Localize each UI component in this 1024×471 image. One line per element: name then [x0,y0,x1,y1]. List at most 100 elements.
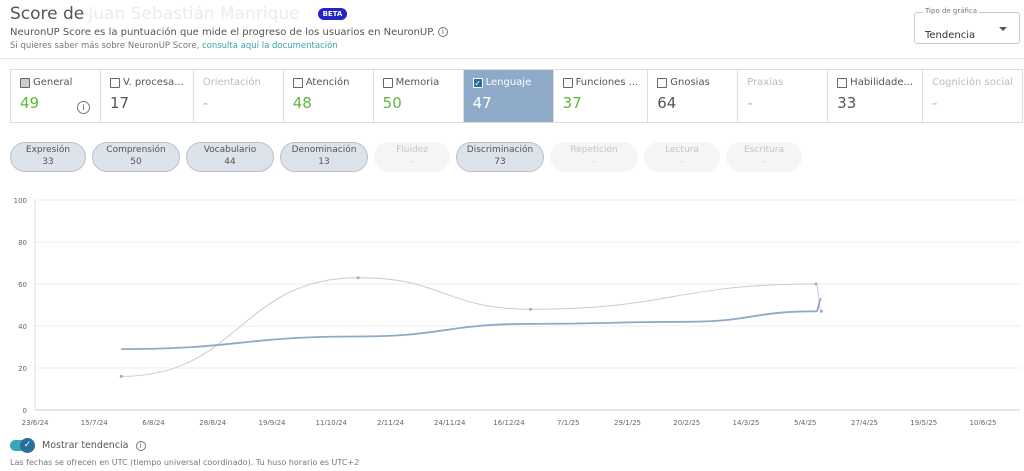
subcategory-pill[interactable]: Discriminación 73 [456,142,544,172]
info-icon[interactable]: i [135,440,146,451]
y-tick-label: 100 [14,197,27,205]
info-icon[interactable]: i [76,101,90,114]
pill-score: - [410,157,414,167]
x-tick-label: 7/1/25 [557,419,580,425]
trend-line [121,297,822,350]
score-point [819,309,823,313]
x-tick-label: 19/9/24 [259,419,287,425]
category-score: - [932,94,938,112]
subcategory-pill[interactable]: Denominación 13 [280,142,368,172]
category-score: - [747,94,753,112]
y-tick-label: 60 [18,281,27,289]
x-tick-label: 6/8/24 [142,419,165,425]
category-label: V. procesa... [122,77,184,88]
category-label: Lenguaje [485,77,532,88]
x-tick-label: 19/5/25 [910,419,937,425]
category-card[interactable]: Gnosias 64 [648,70,739,122]
score-point [119,374,123,378]
checkbox[interactable] [837,77,848,88]
checkbox[interactable] [382,77,393,88]
x-tick-label: 16/12/24 [493,419,525,425]
pill-label: Expresión [25,145,71,155]
category-score: 49 [20,94,40,112]
beta-badge: BETA [317,8,348,20]
score-point [356,276,360,280]
category-card[interactable]: Memoria 50 [374,70,464,122]
category-card[interactable]: Habilidade... 33 [828,70,924,122]
checkbox[interactable] [657,77,668,88]
score-chart: 0 20 40 60 80 100 23/6/24 15/7/24 6/8/24 28/8/24 1… [14,197,1020,425]
checkbox[interactable] [292,77,303,88]
y-tick-label: 80 [18,239,27,247]
info-icon[interactable]: i [437,27,448,37]
subcategory-pills: Expresión 33 Comprensión 50 Vocabulario 44 Den… [10,142,802,172]
category-label: Funciones ... [575,77,639,88]
category-card: Cognición social - [923,70,1022,122]
category-score: 50 [382,94,402,112]
category-card[interactable]: V. procesa... 17 [101,70,194,122]
x-tick-label: 5/4/25 [794,419,817,425]
subcategory-pill[interactable]: Comprensión 50 [92,142,180,172]
user-name: Juan Sebastián Manrique [88,4,300,24]
pill-score: 33 [42,157,54,167]
score-point [529,307,533,311]
timezone-note: Las fechas se ofrecen en UTC (tiempo uni… [10,458,360,467]
category-score: 48 [292,94,312,112]
pill-label: Escritura [744,145,784,155]
pill-score: 73 [494,157,506,167]
documentation-link[interactable]: consulta aquí la documentación [201,41,338,51]
x-tick-label: 15/7/24 [81,419,109,425]
pill-label: Fluidez [396,145,428,155]
checkbox[interactable]: ✓ [472,77,483,88]
subcategory-pill[interactable]: Expresión 33 [10,142,86,172]
category-cards: General 49 i V. procesa... 17 Orientación - Ate… [10,69,1023,123]
header: Score de Juan Sebastián Manrique BETA Neur… [10,4,448,51]
category-score: 64 [657,94,677,112]
category-label: Praxias [747,77,784,88]
pill-score: 44 [224,157,236,167]
x-tick-label: 11/10/24 [316,419,348,425]
pill-label: Denominación [291,145,357,155]
checkbox[interactable] [109,77,120,88]
category-label: Cognición social [932,77,1014,88]
category-score: 17 [109,94,130,112]
score-point [814,282,818,286]
pill-label: Discriminación [466,145,534,155]
check-icon: ✓ [20,438,35,453]
checkbox[interactable] [562,77,573,88]
divider [0,58,1024,59]
category-label: General [33,77,73,88]
trend-toggle[interactable]: ✓ Mostrar tendencia i [10,438,146,453]
pill-label: Repetición [570,145,618,155]
y-tick-label: 20 [18,365,27,373]
pill-score: 50 [130,157,142,167]
page-title: Score de [10,4,85,24]
subcategory-pill[interactable]: Vocabulario 44 [186,142,274,172]
category-card[interactable]: General 49 i [11,70,101,122]
toggle-switch[interactable]: ✓ [10,438,35,453]
category-label: Memoria [395,77,440,88]
category-card[interactable]: Atención 48 [284,70,374,122]
checkbox[interactable] [20,77,30,88]
subcategory-pill: Lectura - [644,142,720,172]
category-card[interactable]: Funciones ... 37 [554,70,649,122]
description: NeuronUP Score es la puntuación que mide… [10,27,435,38]
subcategory-pill: Escritura - [726,142,802,172]
category-score: 37 [562,94,582,112]
x-tick-label: 27/4/25 [851,419,878,425]
pill-score: - [592,157,596,167]
more-info-text: Si quieres saber más sobre NeuronUP Scor… [10,41,200,51]
category-card: Orientación - [194,70,284,122]
pill-label: Vocabulario [203,145,257,155]
x-tick-label: 14/3/25 [733,419,760,425]
category-label: Atención [305,77,350,88]
score-line [121,277,822,377]
pill-label: Lectura [665,145,699,155]
category-card[interactable]: ✓ Lenguaje 47 [463,70,554,122]
chart-type-select[interactable]: Tipo de gráfica Tendencia [914,7,1020,44]
x-tick-label: 24/11/24 [434,419,466,425]
subcategory-pill: Repetición - [550,142,638,172]
category-score: - [202,94,209,112]
pill-score: - [680,157,684,167]
chevron-down-icon [999,27,1007,35]
